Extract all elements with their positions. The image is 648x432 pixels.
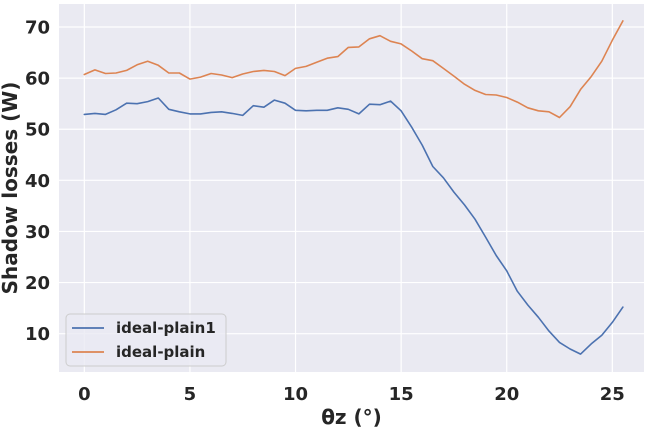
y-tick-label: 20 — [25, 273, 50, 294]
y-tick-label: 70 — [25, 18, 50, 39]
legend: ideal-plain1 ideal-plain — [65, 313, 227, 367]
series-line-ideal-plain1 — [83, 97, 624, 355]
x-tick-label: 25 — [600, 384, 625, 405]
x-tick-label: 10 — [283, 384, 308, 405]
x-tick-labels: 0 5 10 15 20 25 — [78, 384, 625, 405]
legend-box — [65, 313, 227, 367]
x-tick-label: 20 — [494, 384, 519, 405]
x-tick-label: 0 — [78, 384, 91, 405]
y-tick-label: 30 — [25, 222, 50, 243]
x-axis-label: θz (°) — [321, 405, 382, 429]
y-tick-label: 60 — [25, 69, 50, 90]
y-tick-labels: 10 20 30 40 50 60 70 — [25, 18, 50, 346]
series-layer — [83, 20, 624, 355]
legend-label-ideal-plain1: ideal-plain1 — [116, 319, 216, 337]
series-line-ideal-plain — [83, 20, 624, 119]
grid-lines — [59, 4, 644, 372]
legend-label-ideal-plain: ideal-plain — [116, 343, 205, 361]
x-tick-label: 15 — [389, 384, 414, 405]
x-tick-label: 5 — [184, 384, 197, 405]
y-axis-label: Shadow losses (W) — [0, 82, 22, 295]
y-tick-label: 10 — [25, 324, 50, 345]
y-tick-label: 50 — [25, 120, 50, 141]
y-tick-label: 40 — [25, 171, 50, 192]
